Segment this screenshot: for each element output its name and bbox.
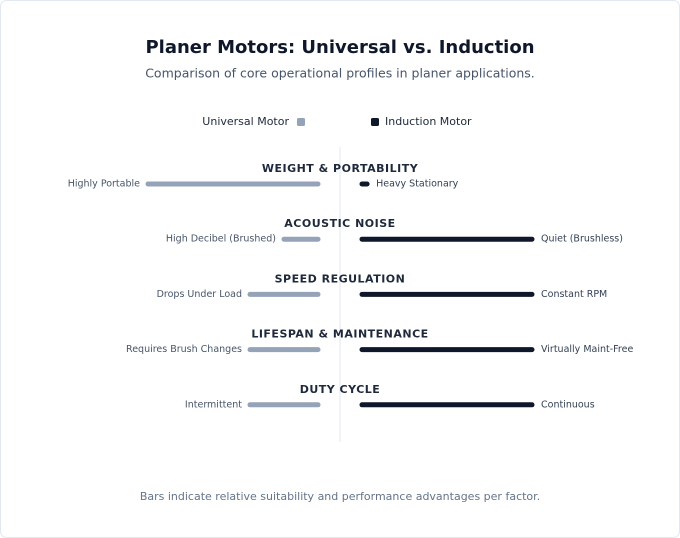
bar-label: High Decibel (Brushed): [166, 234, 276, 245]
bar-label: Intermittent: [185, 399, 242, 410]
category-label: ACOUSTIC NOISE: [284, 217, 395, 230]
bar-label: Quiet (Brushless): [541, 234, 623, 245]
bar-label: Virtually Maint-Free: [541, 344, 633, 355]
chart-title: Planer Motors: Universal vs. Induction: [145, 37, 534, 58]
bar-label: Constant RPM: [541, 289, 607, 300]
legend-swatch: [297, 118, 305, 126]
category-label: SPEED REGULATION: [275, 272, 406, 285]
footnote: Bars indicate relative suitability and p…: [140, 490, 540, 503]
legend-label: Induction Motor: [385, 115, 472, 128]
chart-subtitle: Comparison of core operational profiles …: [145, 66, 535, 81]
bar-label: Continuous: [541, 399, 595, 410]
category-label: DUTY CYCLE: [300, 383, 381, 396]
bar-label: Drops Under Load: [157, 289, 242, 300]
bar-label: Requires Brush Changes: [126, 344, 242, 355]
category-label: LIFESPAN & MAINTENANCE: [251, 328, 428, 341]
legend-swatch: [371, 118, 379, 126]
category-label: WEIGHT & PORTABILITY: [262, 162, 419, 175]
legend-label: Universal Motor: [202, 115, 289, 128]
bar-label: Heavy Stationary: [376, 179, 459, 190]
bar-label: Highly Portable: [68, 179, 140, 190]
